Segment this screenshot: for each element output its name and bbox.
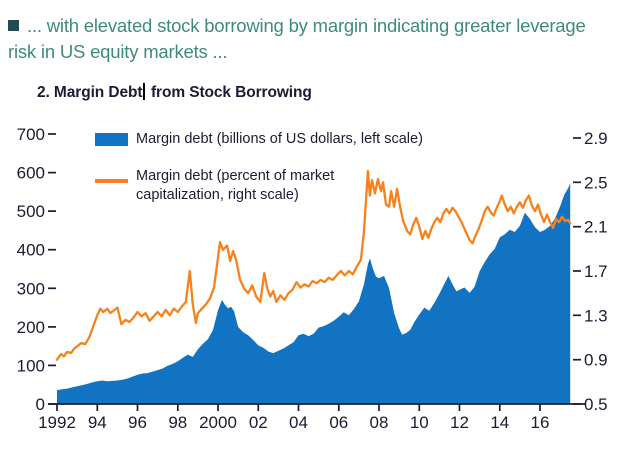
legend-swatch-area [95,133,128,146]
right-axis-tick-label: 0.5 [584,395,608,414]
right-axis-tick-label: 1.3 [584,306,608,325]
right-axis-tick-label: 1.7 [584,262,608,281]
legend-label-area: Margin debt (billions of US dollars, lef… [136,131,423,147]
x-axis-tick-label: 2000 [199,413,237,432]
caption-line-2: risk in US equity markets ... [8,41,228,62]
margin-debt-area-series [57,183,571,404]
x-axis-tick-label: 1992 [38,413,76,432]
right-axis-tick-label: 2.5 [584,173,608,192]
x-axis-tick-label: 94 [88,413,107,432]
left-axis-tick-label: 700 [17,125,45,144]
x-axis-tick-label: 12 [450,413,469,432]
text-cursor [143,83,145,100]
x-axis-tick-label: 04 [289,413,308,432]
x-axis-tick-label: 10 [410,413,429,432]
chart-title-after-cursor: from Stock Borrowing [150,84,312,101]
left-axis-tick-label: 100 [17,356,45,375]
caption-line-1: ... with elevated stock borrowing by mar… [27,15,586,36]
x-axis-tick-label: 16 [531,413,550,432]
legend-swatch-line [95,179,128,183]
left-axis-tick-label: 500 [17,202,45,221]
right-axis-tick-label: 2.1 [584,218,608,237]
left-axis-tick-label: 0 [36,395,45,414]
left-axis-tick-label: 300 [17,279,45,298]
chart-title-before-cursor: 2. Margin Debt [37,84,143,101]
x-axis-tick-label: 14 [490,413,509,432]
chart-title[interactable]: 2. Margin Debt from Stock Borrowing [37,83,312,102]
right-axis-tick-label: 2.9 [584,129,608,148]
x-axis-tick-label: 96 [128,413,147,432]
x-axis-tick-label: 98 [168,413,187,432]
x-axis-tick-label: 02 [249,413,268,432]
left-axis-tick-label: 400 [17,241,45,260]
right-axis-tick-label: 0.9 [584,351,608,370]
figure-caption: ... with elevated stock borrowing by mar… [8,13,636,65]
legend-label-line: Margin debt (percent of market capitaliz… [136,168,335,203]
left-axis-tick-label: 200 [17,318,45,337]
x-axis-tick-label: 08 [370,413,389,432]
section-bullet-icon [8,20,19,31]
left-axis-tick-label: 600 [17,164,45,183]
margin-debt-ratio-line-series [55,170,572,361]
x-axis-tick-label: 06 [329,413,348,432]
